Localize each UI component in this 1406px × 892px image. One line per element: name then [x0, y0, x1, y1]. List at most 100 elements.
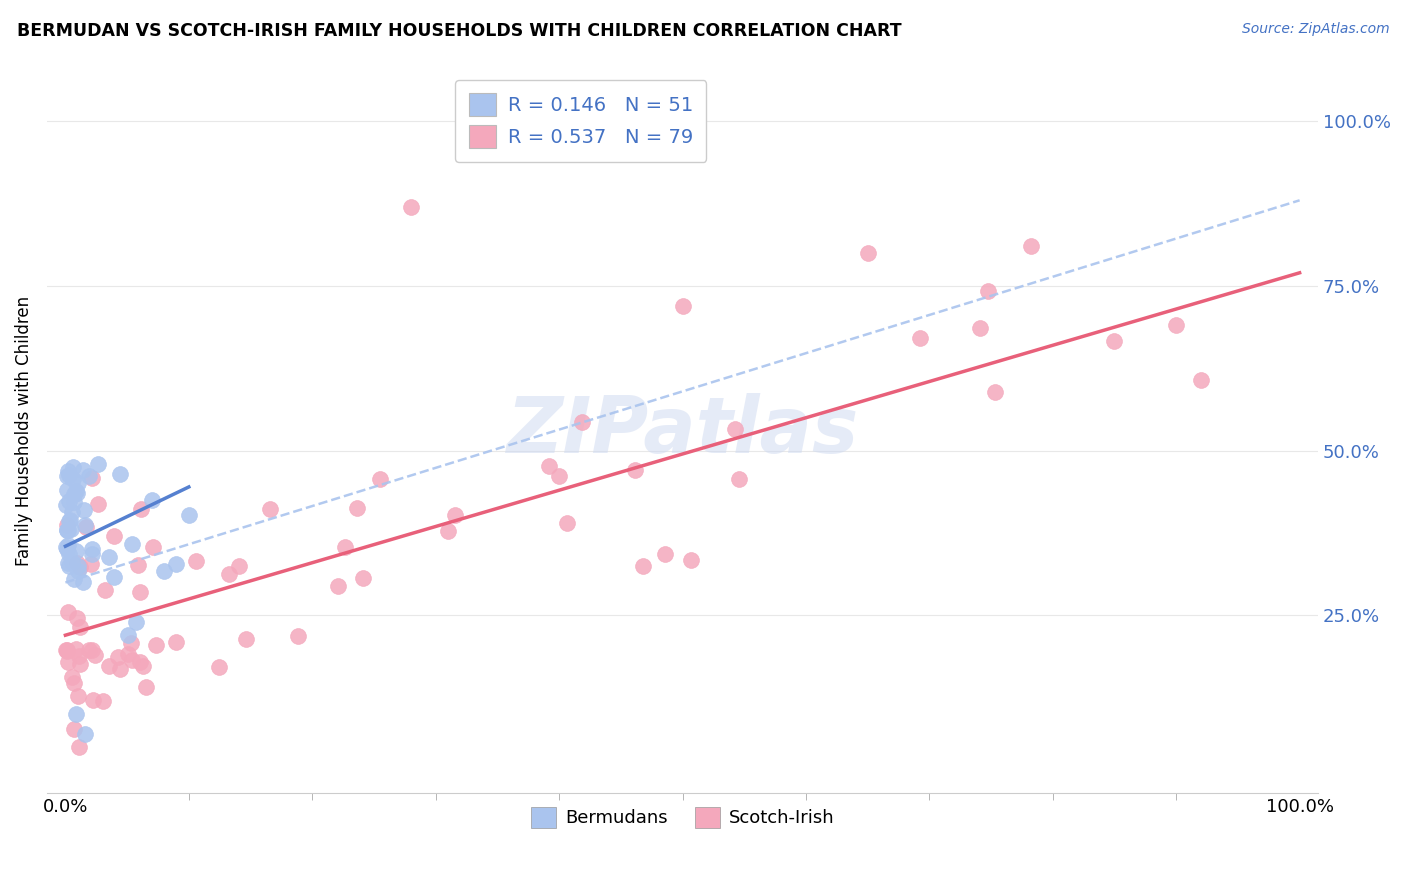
Point: [62, 676, 84, 690]
Point: [66, 611, 89, 625]
Point: [228, 558, 250, 573]
Point: [333, 540, 356, 554]
Point: [80, 548, 103, 562]
Point: [654, 547, 676, 561]
Point: [60, 555, 83, 569]
Point: [55, 541, 77, 555]
Point: [58, 538, 80, 552]
Point: [80, 557, 103, 571]
Point: [65, 544, 87, 558]
Point: [66, 558, 89, 573]
Point: [537, 459, 560, 474]
Point: [908, 331, 931, 345]
Point: [73, 727, 96, 741]
Point: [259, 502, 281, 516]
Point: [58, 547, 80, 561]
Legend: Bermudans, Scotch-Irish: Bermudans, Scotch-Irish: [523, 800, 842, 835]
Point: [58, 558, 80, 573]
Point: [121, 537, 143, 551]
Point: [73, 503, 96, 517]
Point: [58, 514, 80, 528]
Point: [352, 571, 374, 585]
Point: [120, 636, 142, 650]
Point: [103, 529, 125, 543]
Point: [346, 500, 368, 515]
Point: [1166, 318, 1188, 333]
Point: [235, 632, 257, 646]
Point: [56, 483, 79, 498]
Point: [72, 463, 94, 477]
Point: [56, 523, 79, 537]
Point: [129, 656, 152, 670]
Point: [82, 693, 104, 707]
Point: [723, 421, 745, 435]
Point: [56, 524, 79, 538]
Point: [368, 472, 391, 486]
Point: [62, 472, 84, 486]
Point: [69, 620, 91, 634]
Point: [77, 643, 100, 657]
Point: [129, 502, 152, 516]
Point: [66, 476, 89, 491]
Point: [117, 628, 139, 642]
Point: [287, 629, 309, 643]
Point: [145, 638, 167, 652]
Point: [165, 635, 187, 649]
Point: [1019, 239, 1042, 253]
Point: [56, 557, 79, 571]
Point: [56, 655, 79, 669]
Point: [1189, 373, 1212, 387]
Point: [63, 572, 86, 586]
Text: ZIPatlas: ZIPatlas: [506, 393, 859, 469]
Point: [58, 464, 80, 478]
Point: [67, 649, 90, 664]
Point: [108, 467, 131, 481]
Point: [60, 505, 83, 519]
Point: [66, 556, 89, 570]
Point: [58, 493, 80, 508]
Point: [65, 707, 87, 722]
Point: [62, 494, 84, 508]
Point: [631, 558, 654, 573]
Point: [82, 471, 104, 485]
Point: [69, 559, 91, 574]
Point: [56, 517, 79, 532]
Point: [77, 468, 100, 483]
Text: Source: ZipAtlas.com: Source: ZipAtlas.com: [1241, 22, 1389, 37]
Point: [166, 557, 188, 571]
Point: [84, 648, 107, 662]
Point: [184, 554, 207, 568]
Point: [141, 492, 163, 507]
Point: [94, 582, 117, 597]
Point: [177, 508, 200, 522]
Point: [65, 641, 87, 656]
Text: BERMUDAN VS SCOTCH-IRISH FAMILY HOUSEHOLDS WITH CHILDREN CORRELATION CHART: BERMUDAN VS SCOTCH-IRISH FAMILY HOUSEHOL…: [17, 22, 901, 40]
Point: [671, 299, 693, 313]
Point: [62, 460, 84, 475]
Point: [108, 662, 131, 676]
Point: [125, 615, 148, 629]
Point: [60, 670, 83, 684]
Point: [55, 468, 77, 483]
Point: [103, 570, 125, 584]
Point: [55, 498, 77, 512]
Point: [56, 643, 79, 657]
Point: [976, 284, 998, 298]
Point: [72, 574, 94, 589]
Point: [58, 468, 80, 483]
Point: [107, 649, 129, 664]
Point: [75, 520, 97, 534]
Point: [121, 653, 143, 667]
Point: [80, 542, 103, 557]
Point: [63, 487, 86, 501]
Point: [56, 542, 79, 557]
Point: [98, 658, 121, 673]
Point: [65, 484, 87, 499]
Point: [856, 246, 879, 260]
Point: [728, 472, 751, 486]
Point: [91, 693, 114, 707]
Point: [571, 415, 593, 429]
Point: [67, 740, 90, 755]
Point: [59, 513, 82, 527]
Point: [399, 200, 422, 214]
